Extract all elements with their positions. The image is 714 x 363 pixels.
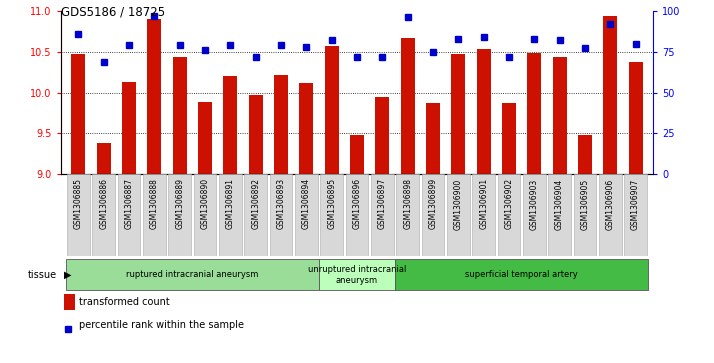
Bar bbox=[502, 103, 516, 174]
Text: GSM1306887: GSM1306887 bbox=[124, 178, 134, 229]
Bar bbox=[553, 57, 567, 174]
FancyBboxPatch shape bbox=[523, 174, 545, 256]
Bar bbox=[223, 76, 237, 174]
Text: GSM1306898: GSM1306898 bbox=[403, 178, 412, 229]
FancyBboxPatch shape bbox=[92, 174, 115, 256]
Text: GSM1306891: GSM1306891 bbox=[226, 178, 235, 229]
Text: GSM1306885: GSM1306885 bbox=[74, 178, 83, 229]
Bar bbox=[401, 38, 415, 174]
Bar bbox=[451, 54, 466, 174]
Bar bbox=[147, 19, 161, 174]
Bar bbox=[528, 53, 541, 174]
Bar bbox=[628, 61, 643, 174]
Text: tissue: tissue bbox=[28, 270, 57, 280]
FancyBboxPatch shape bbox=[270, 174, 293, 256]
Text: GSM1306903: GSM1306903 bbox=[530, 178, 539, 229]
FancyBboxPatch shape bbox=[118, 174, 141, 256]
FancyBboxPatch shape bbox=[219, 174, 242, 256]
FancyBboxPatch shape bbox=[371, 174, 393, 256]
Text: GSM1306892: GSM1306892 bbox=[251, 178, 260, 229]
FancyBboxPatch shape bbox=[67, 174, 90, 256]
FancyBboxPatch shape bbox=[244, 174, 267, 256]
Text: unruptured intracranial
aneurysm: unruptured intracranial aneurysm bbox=[308, 265, 406, 285]
FancyBboxPatch shape bbox=[319, 260, 395, 290]
FancyBboxPatch shape bbox=[396, 174, 419, 256]
Bar bbox=[274, 74, 288, 174]
Bar bbox=[426, 103, 440, 174]
FancyBboxPatch shape bbox=[143, 174, 166, 256]
FancyBboxPatch shape bbox=[169, 174, 191, 256]
Text: GSM1306894: GSM1306894 bbox=[302, 178, 311, 229]
FancyBboxPatch shape bbox=[447, 174, 470, 256]
Bar bbox=[248, 95, 263, 174]
Bar bbox=[578, 135, 592, 174]
Text: GSM1306904: GSM1306904 bbox=[555, 178, 564, 229]
Bar bbox=[350, 135, 364, 174]
FancyBboxPatch shape bbox=[599, 174, 622, 256]
FancyBboxPatch shape bbox=[421, 174, 444, 256]
Bar bbox=[477, 49, 491, 174]
Bar bbox=[325, 46, 338, 174]
Text: GDS5186 / 18725: GDS5186 / 18725 bbox=[61, 5, 165, 19]
Text: GSM1306893: GSM1306893 bbox=[276, 178, 286, 229]
FancyBboxPatch shape bbox=[321, 174, 343, 256]
Bar bbox=[173, 57, 186, 174]
Bar bbox=[299, 83, 313, 174]
Text: GSM1306900: GSM1306900 bbox=[454, 178, 463, 229]
Text: GSM1306899: GSM1306899 bbox=[428, 178, 438, 229]
Text: superficial temporal artery: superficial temporal artery bbox=[466, 270, 578, 280]
FancyBboxPatch shape bbox=[395, 260, 648, 290]
FancyBboxPatch shape bbox=[548, 174, 571, 256]
Text: GSM1306888: GSM1306888 bbox=[150, 178, 159, 229]
Text: transformed count: transformed count bbox=[79, 297, 169, 307]
Text: percentile rank within the sample: percentile rank within the sample bbox=[79, 320, 243, 330]
Text: GSM1306886: GSM1306886 bbox=[99, 178, 109, 229]
Text: GSM1306890: GSM1306890 bbox=[201, 178, 209, 229]
FancyBboxPatch shape bbox=[573, 174, 596, 256]
FancyBboxPatch shape bbox=[295, 174, 318, 256]
Bar bbox=[376, 98, 389, 174]
FancyBboxPatch shape bbox=[346, 174, 368, 256]
FancyBboxPatch shape bbox=[193, 174, 216, 256]
Text: GSM1306902: GSM1306902 bbox=[505, 178, 513, 229]
Bar bbox=[122, 82, 136, 174]
FancyBboxPatch shape bbox=[498, 174, 521, 256]
Text: GSM1306896: GSM1306896 bbox=[353, 178, 361, 229]
Text: GSM1306901: GSM1306901 bbox=[479, 178, 488, 229]
FancyBboxPatch shape bbox=[66, 260, 319, 290]
Bar bbox=[97, 143, 111, 174]
Text: GSM1306889: GSM1306889 bbox=[175, 178, 184, 229]
FancyBboxPatch shape bbox=[472, 174, 495, 256]
Text: GSM1306895: GSM1306895 bbox=[327, 178, 336, 229]
Text: GSM1306906: GSM1306906 bbox=[605, 178, 615, 229]
Text: GSM1306897: GSM1306897 bbox=[378, 178, 387, 229]
Text: ruptured intracranial aneurysm: ruptured intracranial aneurysm bbox=[126, 270, 258, 280]
Text: GSM1306907: GSM1306907 bbox=[631, 178, 640, 229]
Bar bbox=[198, 102, 212, 174]
Bar bbox=[71, 54, 86, 174]
FancyBboxPatch shape bbox=[624, 174, 647, 256]
Bar bbox=[603, 16, 617, 174]
Text: GSM1306905: GSM1306905 bbox=[580, 178, 590, 229]
Text: ▶: ▶ bbox=[64, 270, 71, 280]
